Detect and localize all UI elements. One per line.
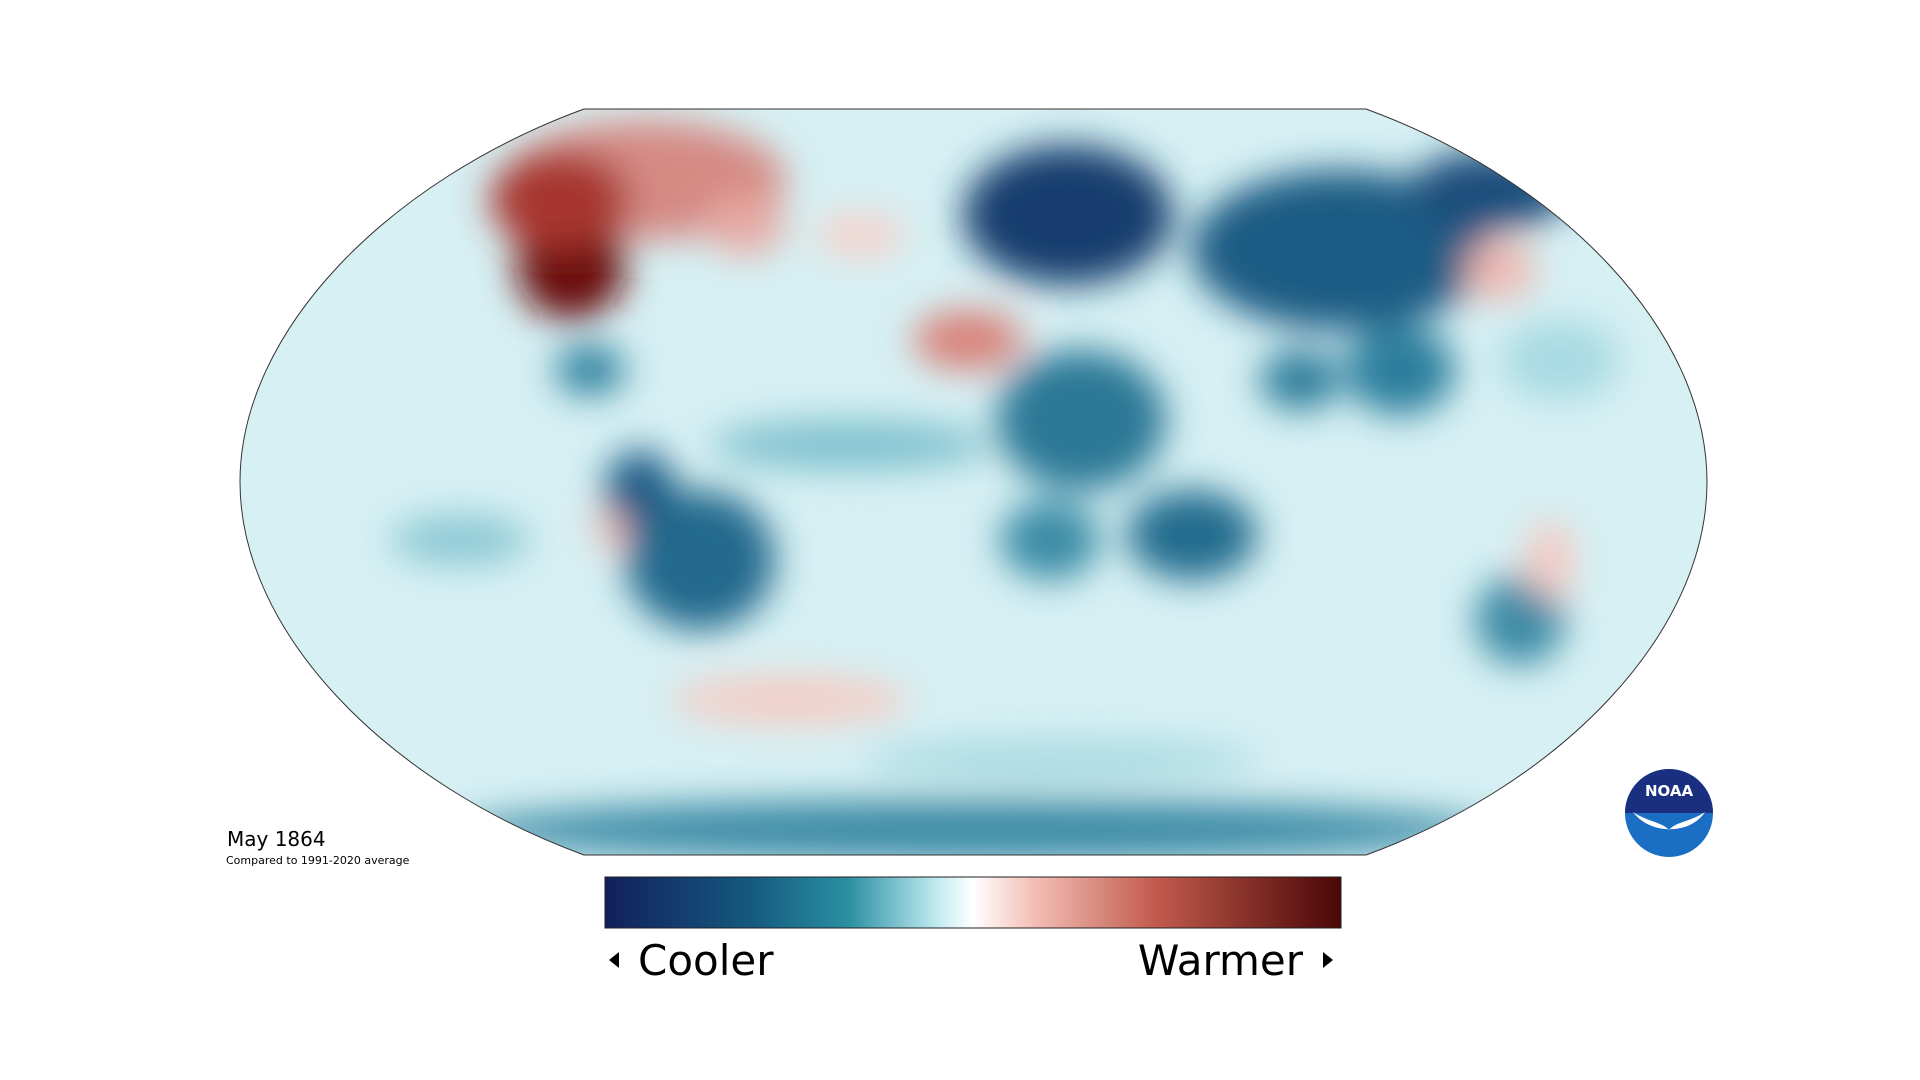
anomaly-map <box>240 109 1707 855</box>
legend-low: Cooler <box>638 936 774 985</box>
map-subtitle: Compared to 1991-2020 average <box>226 854 410 867</box>
map-title: May 1864 <box>227 827 326 851</box>
noaa-logo: NOAA <box>1625 769 1713 857</box>
left-arrow <box>609 952 619 968</box>
color-scale <box>604 876 1342 929</box>
right-arrow <box>1323 952 1333 968</box>
legend-high: Warmer <box>1138 936 1304 985</box>
map-outline <box>239 108 1708 856</box>
logo-text: NOAA <box>1645 782 1694 800</box>
